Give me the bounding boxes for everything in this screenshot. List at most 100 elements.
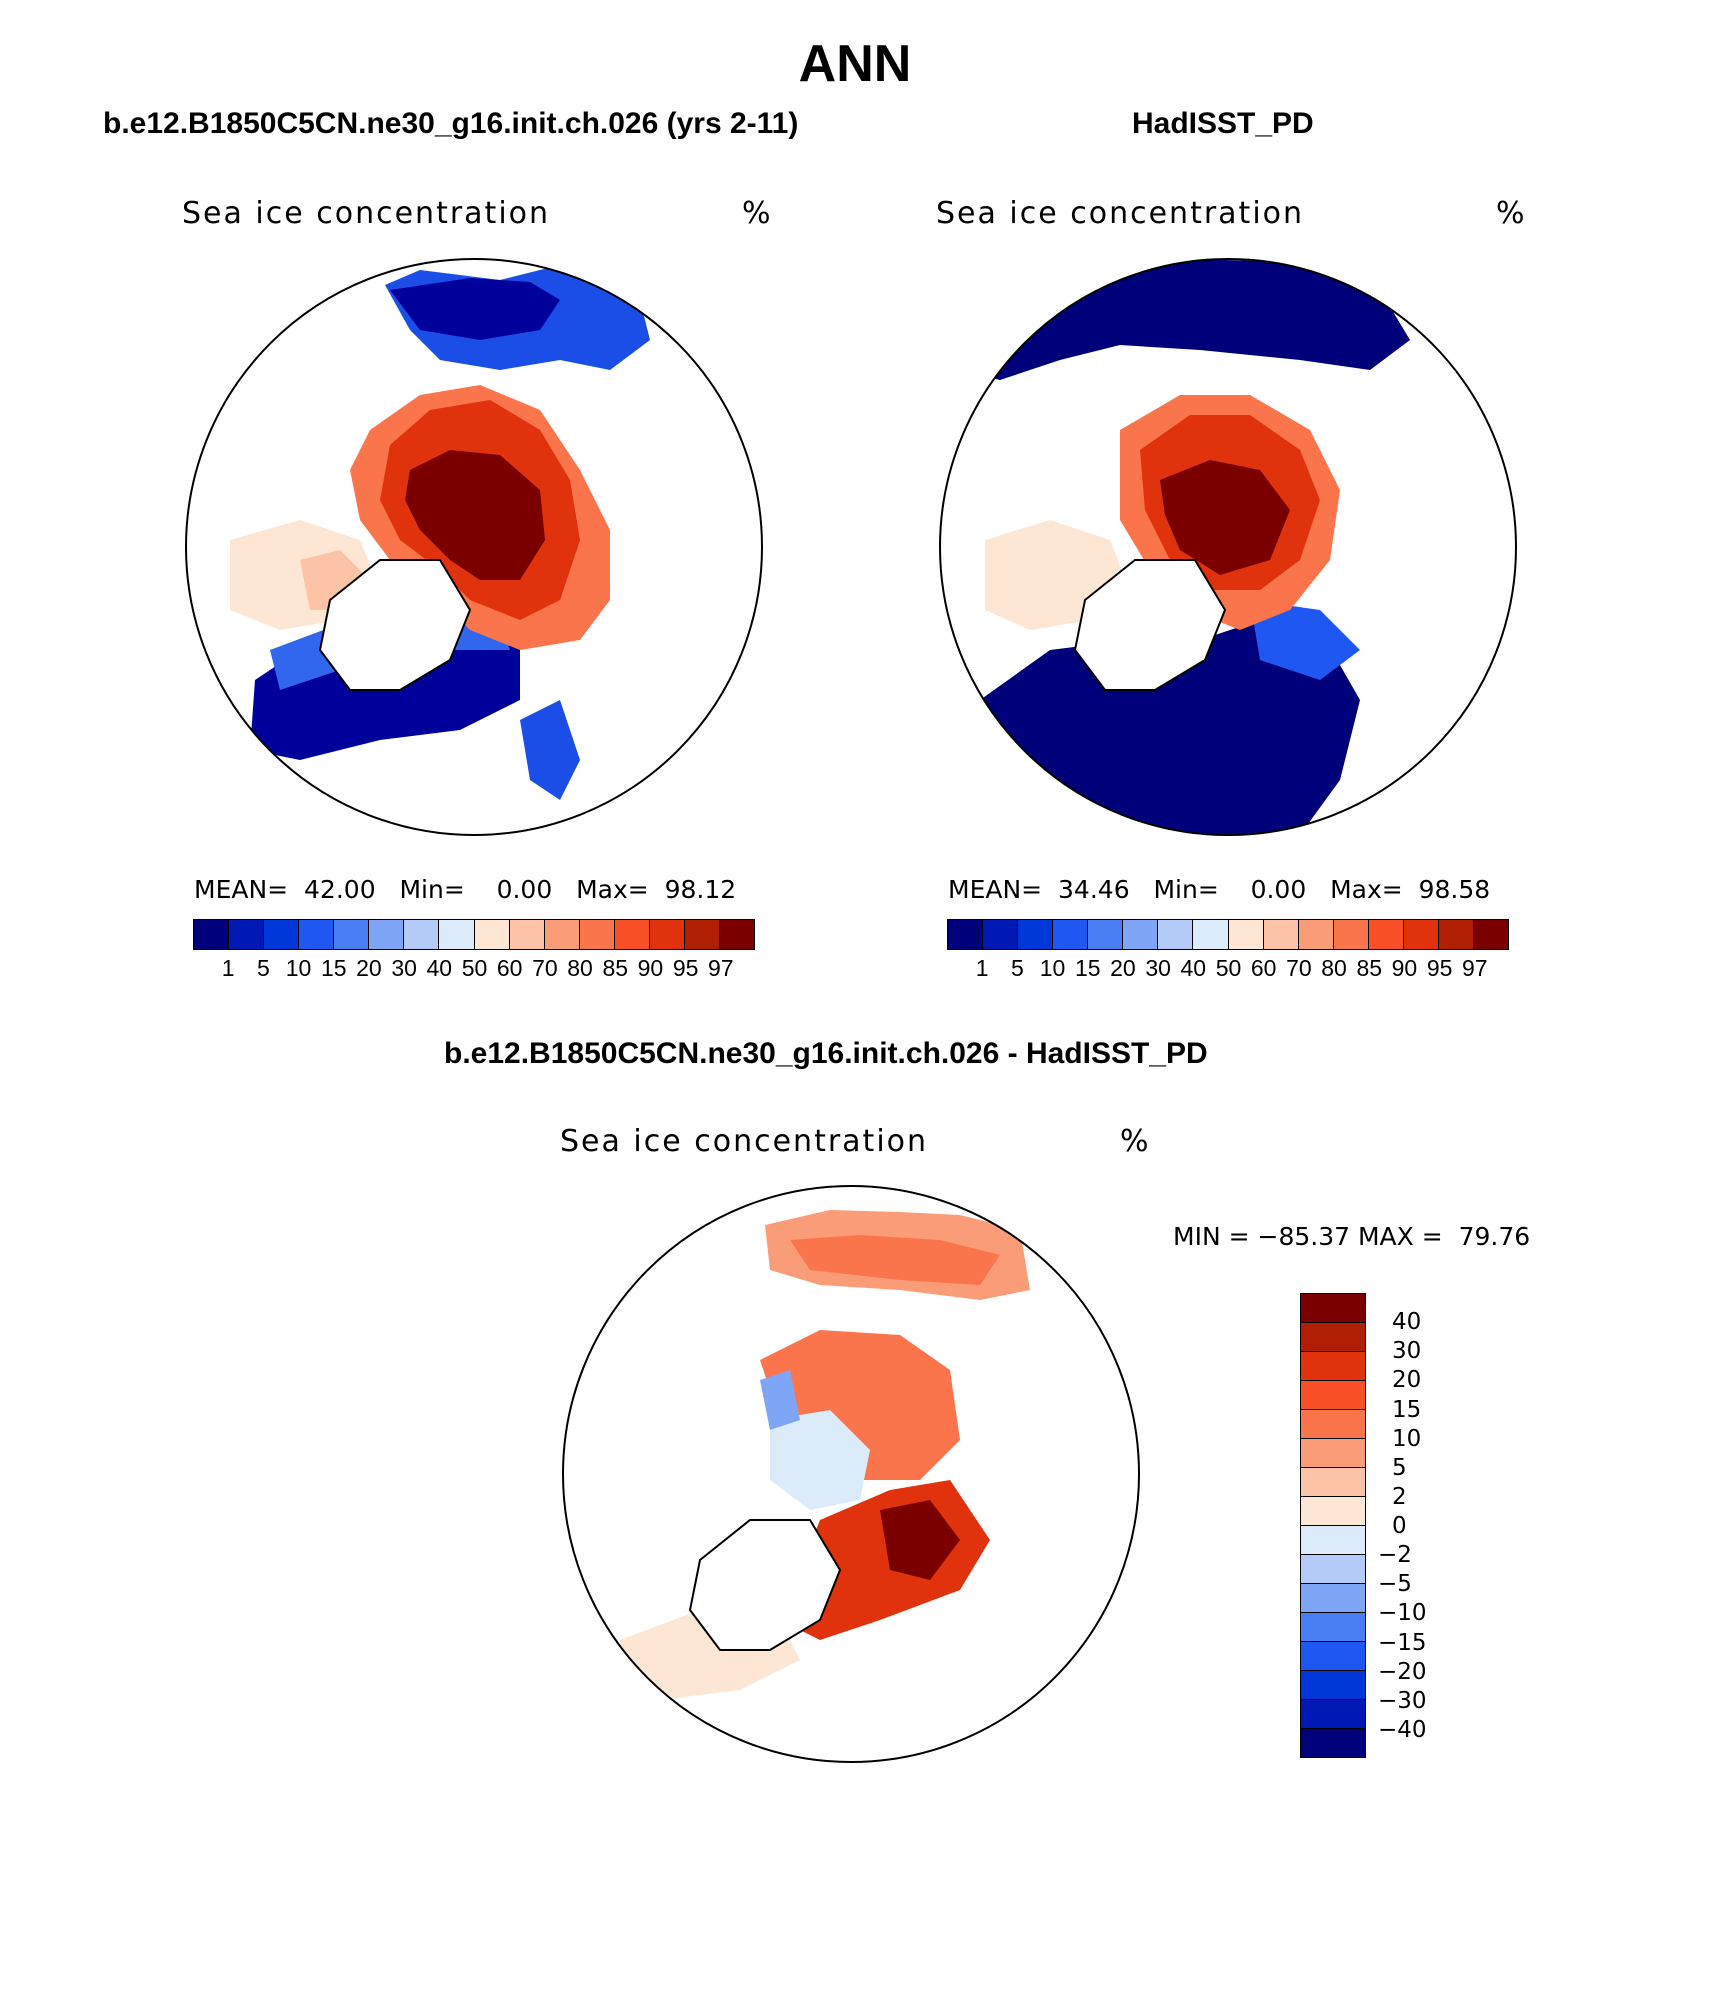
right-colorbar-label: 95 [1426,955,1453,981]
left-colorbar-swatch [544,920,580,949]
diff-min-value: −85.37 [1257,1222,1351,1251]
left-colorbar-swatch [684,920,720,949]
diff-colorbar-swatch [1301,1584,1365,1613]
left-colorbar-swatch [439,920,475,949]
right-max-value: 98.58 [1418,875,1491,904]
diff-colorbar-swatch [1301,1497,1365,1526]
left-colorbar-label: 15 [320,955,347,981]
diff-colorbar-swatch [1301,1410,1365,1439]
left-colorbar-swatch [299,920,335,949]
diff-colorbar-swatch [1301,1729,1365,1757]
diff-colorbar-swatch [1301,1352,1365,1381]
right-variable-label: Sea ice concentration [936,196,1305,231]
diff-colorbar-label: 40 [1392,1309,1422,1336]
diff-colorbar-label: −2 [1378,1542,1412,1569]
left-min-value: 0.00 [496,875,553,904]
left-min-label: Min= [399,875,465,904]
diff-colorbar-label: −5 [1378,1571,1412,1598]
diff-colorbar-label: −30 [1378,1687,1427,1714]
diff-stats: MIN = −85.37 MAX = 79.76 [1173,1222,1530,1251]
diff-colorbar-swatch [1301,1526,1365,1555]
left-colorbar-label: 70 [532,955,558,981]
right-colorbar-label: 80 [1321,955,1347,981]
left-colorbar-label: 80 [567,955,593,981]
right-mean-value: 34.46 [1058,875,1130,904]
diff-colorbar-swatch [1301,1468,1365,1497]
diff-colorbar-label: 20 [1392,1367,1422,1394]
diff-colorbar-label: 2 [1392,1483,1407,1510]
right-colorbar-label: 10 [1039,955,1066,981]
diff-colorbar-label: 10 [1392,1425,1422,1452]
left-colorbar-label: 95 [672,955,699,981]
right-colorbar-swatch [1403,920,1439,949]
left-colorbar-label: 20 [356,955,382,981]
left-colorbar-label: 5 [256,955,270,981]
diff-colorbar-swatch [1301,1700,1365,1729]
page-title: ANN [798,35,912,93]
right-panel-title: HadISST_PD [1132,107,1314,140]
right-colorbar-swatch [1123,920,1159,949]
right-min-label: Min= [1153,875,1219,904]
left-colorbar-label: 85 [602,955,629,981]
difference-polar-map [563,1186,1139,1762]
diff-colorbar-swatch [1301,1642,1365,1671]
left-colorbar-label: 40 [426,955,453,981]
left-panel-title: b.e12.B1850C5CN.ne30_g16.init.ch.026 (yr… [103,107,799,140]
right-colorbar-swatch [1053,920,1089,949]
diff-colorbar-labels: 40 30 20 15 10 5 2 0 −2 −5 −10 −15 −20 −30 −40 [1378,1293,1498,1759]
right-colorbar-swatch [1438,920,1474,949]
diff-max-value: 79.76 [1458,1222,1531,1251]
diff-colorbar-label: 0 [1392,1513,1407,1539]
diff-colorbar-label: 5 [1392,1454,1407,1481]
right-colorbar-label: 85 [1356,955,1383,981]
right-min-value: 0.00 [1250,875,1307,904]
left-colorbar-swatch [194,920,230,949]
diff-max-label: MAX = [1357,1222,1443,1251]
right-colorbar-label: 30 [1145,955,1171,981]
right-colorbar-swatch [948,920,984,949]
left-max-value: 98.12 [664,875,737,904]
diff-colorbar-swatch [1301,1381,1365,1410]
left-stats: MEAN= 42.00 Min= 0.00 Max= 98.12 [194,875,736,904]
diff-colorbar-swatch [1301,1671,1365,1700]
left-variable-label: Sea ice concentration [182,196,551,231]
right-colorbar-swatch [1368,920,1404,949]
right-colorbar-swatch [1193,920,1229,949]
right-colorbar-labels: 1 5 10 15 20 30 40 50 60 70 80 85 90 95 97 [947,955,1510,985]
left-max-label: Max= [576,875,649,904]
left-colorbar-label: 30 [391,955,417,981]
diff-colorbar-label: −15 [1378,1629,1427,1656]
left-colorbar-label: 50 [461,955,488,981]
left-mean-label: MEAN= [194,875,289,904]
left-colorbar-swatch [264,920,300,949]
left-colorbar-swatch [509,920,545,949]
left-colorbar-label: 60 [496,955,523,981]
right-colorbar-swatch [1158,920,1194,949]
diff-unit-label: % [1120,1124,1149,1159]
right-colorbar-label: 15 [1074,955,1101,981]
right-unit-label: % [1496,196,1525,231]
left-colorbar-swatch [404,920,440,949]
left-colorbar-swatch [229,920,265,949]
left-colorbar-swatch [474,920,510,949]
diff-colorbar-swatch [1301,1323,1365,1352]
left-colorbar-label: 97 [708,955,734,981]
right-colorbar-label: 40 [1180,955,1207,981]
left-polar-map [186,259,762,835]
left-colorbar-swatch [369,920,405,949]
right-colorbar-swatch [1018,920,1054,949]
right-colorbar-swatch [983,920,1019,949]
right-colorbar-swatch [1088,920,1124,949]
right-colorbar-swatch [1333,920,1369,949]
left-colorbar-swatch [334,920,370,949]
diff-colorbar-swatch [1301,1439,1365,1468]
left-mean-value: 42.00 [304,875,376,904]
right-colorbar-label: 60 [1250,955,1277,981]
left-colorbar-swatch [719,920,754,949]
diff-colorbar-swatch [1301,1613,1365,1642]
right-colorbar-swatch [1228,920,1264,949]
right-colorbar [947,919,1509,950]
right-colorbar-label: 50 [1215,955,1242,981]
right-colorbar-label: 97 [1462,955,1488,981]
